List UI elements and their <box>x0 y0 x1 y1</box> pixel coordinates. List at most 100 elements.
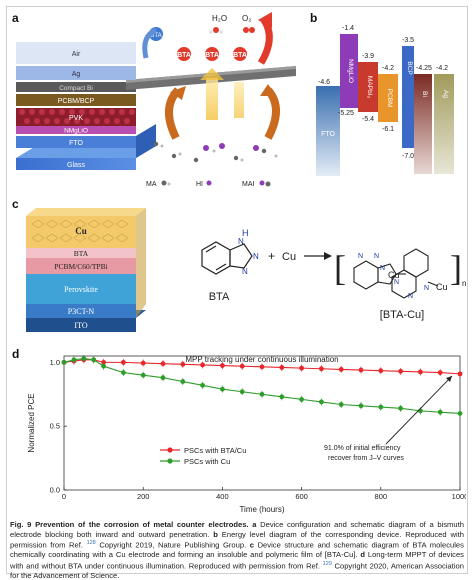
oxygen-label: O₂ <box>242 14 251 23</box>
data-point <box>437 370 443 375</box>
data-point <box>140 372 146 378</box>
caption-fig-label: Fig. 9 <box>10 520 32 529</box>
data-point <box>101 363 106 369</box>
reaction-plus: + <box>268 249 275 263</box>
annotation-line-1: 91.0% of initial efficiency <box>324 445 401 452</box>
y-tick-label: 0.0 <box>50 486 60 495</box>
data-point <box>140 360 146 366</box>
product-structure <box>353 248 439 299</box>
bcp-band-label: BCP <box>406 61 413 74</box>
fto-band <box>316 86 340 176</box>
level-bi: -4.25 <box>416 65 432 72</box>
svg-text:N: N <box>408 293 413 300</box>
pcbm-band-label: PCBM <box>386 89 393 108</box>
pcbm-bcp-label: PCBM/BCP <box>58 98 95 105</box>
pvk-label: PVK <box>69 115 83 122</box>
product-name: [BTA-Cu] <box>380 309 424 321</box>
pcbm-c60-tpbi-label: PCBM/C60/TPBi <box>54 262 107 271</box>
reaction-cu: Cu <box>282 251 296 263</box>
data-point <box>180 379 186 384</box>
data-point <box>220 386 225 392</box>
level-bcp-vb: -7.0 <box>402 153 414 160</box>
ag-layer <box>16 66 136 80</box>
bta-layer-label: BTA <box>74 249 89 258</box>
panel-d-letter: d <box>12 347 19 361</box>
svg-text:BTA: BTA <box>177 52 191 59</box>
caption-a-label: a <box>252 520 257 529</box>
level-nmglio-vb: -5.25 <box>338 110 354 117</box>
caption-b-copyright: Copyright 2019, Nature Publishing Group. <box>99 540 247 550</box>
orange-arrow-right <box>264 87 280 140</box>
nmglio-label: NMgLiO <box>64 128 88 135</box>
data-point <box>239 389 245 395</box>
data-point <box>279 365 285 370</box>
caption-c-label: c <box>249 540 254 550</box>
data-point <box>81 356 87 361</box>
product-cu-1: Cu <box>388 270 400 280</box>
legend-cu: PSCs with Cu <box>184 457 230 466</box>
level-fto: -4.6 <box>318 79 330 86</box>
air-layer <box>16 42 136 64</box>
cu-layer <box>26 216 136 248</box>
legend-hi: HI <box>196 181 203 188</box>
nmglio-band-label: NMgLiO <box>347 59 354 83</box>
legend-ma: MA <box>146 181 157 188</box>
data-point <box>61 359 67 365</box>
caption-d-ref[interactable]: 129 <box>322 560 332 567</box>
fto-layer <box>16 136 136 148</box>
data-point <box>299 365 304 371</box>
svg-text:BTA: BTA <box>205 52 219 59</box>
bta-nh: H <box>242 228 249 238</box>
water-molecules <box>209 27 255 34</box>
ito-layer <box>26 318 136 332</box>
data-point <box>220 363 225 368</box>
p3ctn-label: P3CT-N <box>68 307 95 316</box>
glass-layer <box>16 158 136 170</box>
data-point <box>160 375 166 381</box>
data-point <box>180 361 186 367</box>
bta-tokens: BTA BTA BTA <box>177 47 247 61</box>
air-label: Air <box>72 51 81 58</box>
data-point <box>437 409 443 415</box>
chart-title: MPP tracking under continuous illuminati… <box>185 355 338 364</box>
data-point <box>378 404 384 410</box>
nmglio-band <box>340 34 358 108</box>
caption-b-label: b <box>213 529 218 539</box>
data-point <box>398 405 403 411</box>
data-point <box>160 361 166 367</box>
annotation-arrow <box>385 375 453 445</box>
caption-b-text: Energy level diagram of the correspondin… <box>10 529 464 550</box>
chart-legend: PSCs with BTA/Cu PSCs with Cu <box>160 446 246 466</box>
annotation: 91.0% of initial efficiency recover from… <box>324 375 453 462</box>
product-cu-2: Cu <box>436 282 448 292</box>
bta-n2: N <box>253 252 259 261</box>
caption-a-text: Device configuration and schematic diagr… <box>10 520 464 539</box>
x-tick-label: 800 <box>375 492 388 501</box>
level-pcbm-cb: -4.2 <box>382 65 394 72</box>
molecule-scatter <box>153 141 278 163</box>
panel-b-energy-diagram: b FTO -4.6 NMgLiO -1.4 -5.25 MAPbI₃ -3.9… <box>310 11 454 176</box>
perovskite-layer <box>26 274 136 304</box>
x-axis-label: Time (hours) <box>239 505 284 514</box>
data-point <box>121 359 126 365</box>
level-mapbi3-cb: -3.9 <box>362 53 374 60</box>
legend-bta-cu: PSCs with BTA/Cu <box>184 446 246 455</box>
data-point <box>398 368 403 374</box>
x-tick-label: 0 <box>62 492 66 501</box>
data-point <box>457 411 463 416</box>
svg-text:N: N <box>394 279 399 286</box>
perovskite-label: Perovskite <box>64 285 98 294</box>
caption-b-ref[interactable]: 128 <box>86 540 96 547</box>
data-point <box>338 367 344 372</box>
bta-n1: N <box>238 237 244 246</box>
mapbi3-band <box>358 62 378 112</box>
panel-c-letter: c <box>12 197 19 211</box>
cu-layer-label: Cu <box>75 226 87 236</box>
fto-band-label: FTO <box>321 131 335 138</box>
data-point <box>319 399 324 405</box>
glass-label: Glass <box>67 162 85 169</box>
caption-d-text: Long-term MPPT of devices with and witho… <box>10 550 464 571</box>
orange-arrow-left <box>165 87 182 140</box>
y-tick-label: 0.5 <box>50 422 60 431</box>
